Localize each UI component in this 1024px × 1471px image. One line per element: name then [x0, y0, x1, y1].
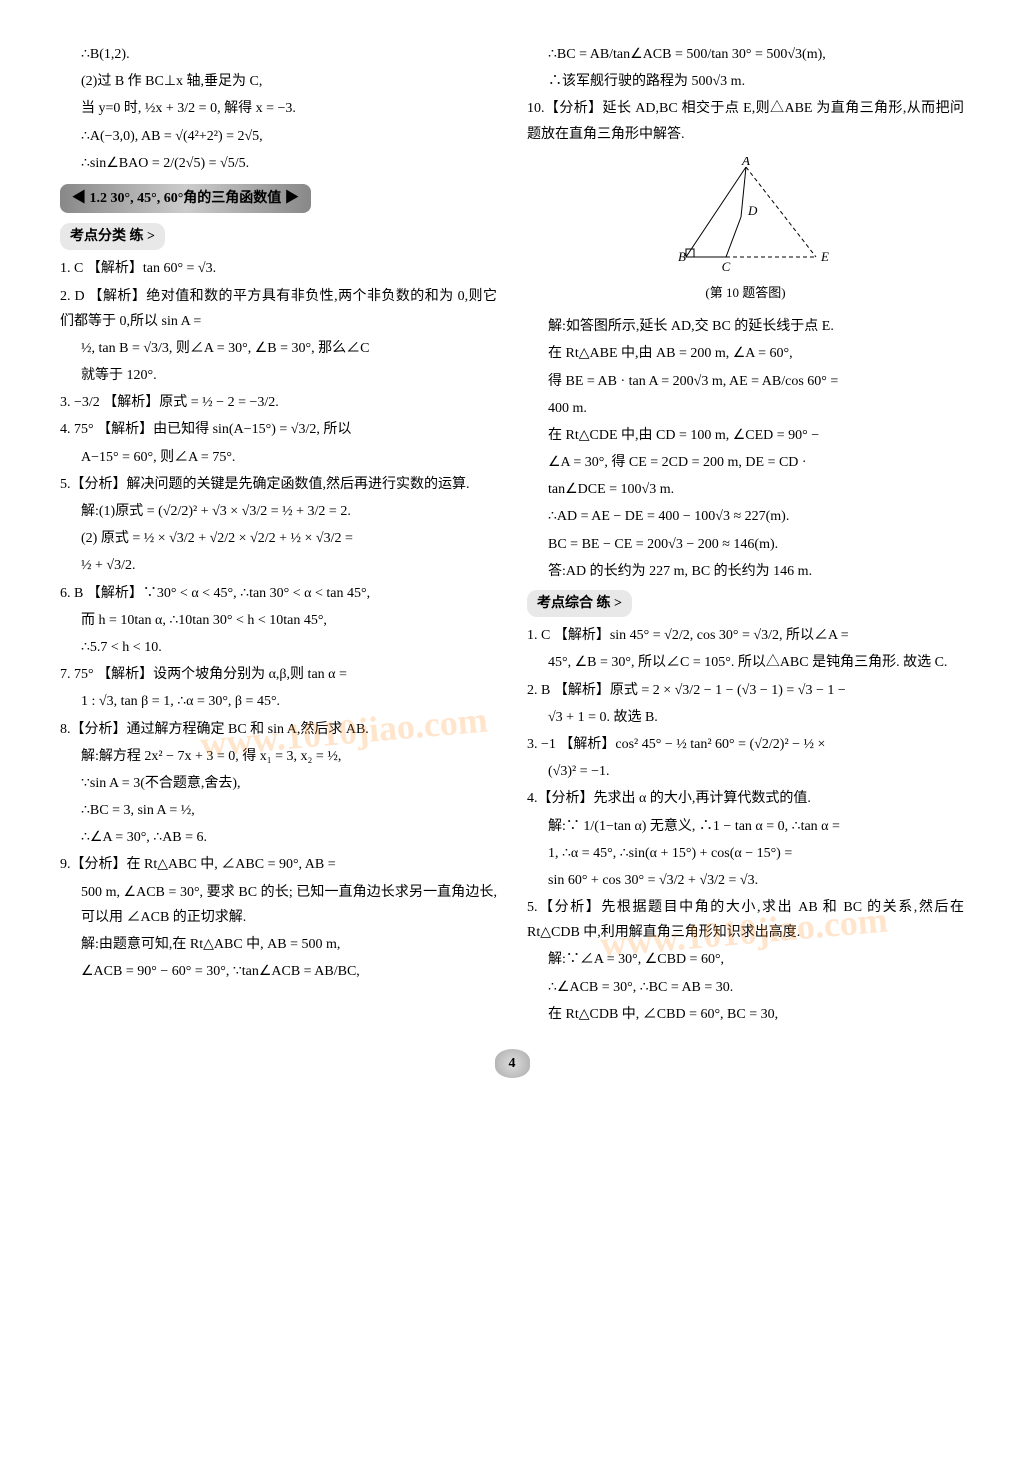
text-line: 500 m, ∠ACB = 30°, 要求 BC 的长; 已知一直角边长求另一直…	[60, 880, 497, 930]
text-line: (2) 原式 = ½ × √3/2 + √2/2 × √2/2 + ½ × √3…	[60, 526, 497, 551]
question-s1: 1. C 【解析】sin 45° = √2/2, cos 30° = √3/2,…	[527, 623, 964, 648]
question-10: 10.【分析】延长 AD,BC 相交于点 E,则△ABE 为直角三角形,从而把问…	[527, 96, 964, 146]
text-line: ∠ACB = 90° − 60° = 30°, ∵tan∠ACB = AB/BC…	[60, 959, 497, 984]
question-s4: 4.【分析】先求出 α 的大小,再计算代数式的值.	[527, 786, 964, 811]
question-9: 9.【分析】在 Rt△ABC 中, ∠ABC = 90°, AB =	[60, 852, 497, 877]
text-line: ∴A(−3,0), AB = √(4²+2²) = 2√5,	[60, 124, 497, 149]
text-line: ∴AD = AE − DE = 400 − 100√3 ≈ 227(m).	[527, 504, 964, 529]
text-line: 在 Rt△ABE 中,由 AB = 200 m, ∠A = 60°,	[527, 341, 964, 366]
text-line: 就等于 120°.	[60, 363, 497, 388]
question-7: 7. 75° 【解析】设两个坡角分别为 α,β,则 tan α =	[60, 662, 497, 687]
text-line: ∴∠A = 30°, ∴AB = 6.	[60, 825, 497, 850]
text-line: 答:AD 的长约为 227 m, BC 的长约为 146 m.	[527, 559, 964, 584]
text-line: ½, tan B = √3/3, 则∠A = 30°, ∠B = 30°, 那么…	[60, 336, 497, 361]
text-line: (2)过 B 作 BC⊥x 轴,垂足为 C,	[60, 69, 497, 94]
text-line: ∴sin∠BAO = 2/(2√5) = √5/5.	[60, 151, 497, 176]
text-line: ∴B(1,2).	[60, 42, 497, 67]
question-5: 5.【分析】解决问题的关键是先确定函数值,然后再进行实数的运算.	[60, 472, 497, 497]
text-line: 400 m.	[527, 396, 964, 421]
text-line: 在 Rt△CDB 中, ∠CBD = 60°, BC = 30,	[527, 1002, 964, 1027]
text-line: ∵sin A = 3(不合题意,舍去),	[60, 771, 497, 796]
sub-header: 考点分类 练 >	[60, 223, 165, 250]
svg-text:B: B	[678, 249, 686, 264]
question-s3: 3. −1 【解析】cos² 45° − ½ tan² 60° = (√2/2)…	[527, 732, 964, 757]
text-line: 解:解方程 2x² − 7x + 3 = 0, 得 x₁ = 3, x₂ = ½…	[60, 744, 497, 769]
text-line: ½ + √3/2.	[60, 553, 497, 578]
text-line: 解:(1)原式 = (√2/2)² + √3 × √3/2 = ½ + 3/2 …	[60, 499, 497, 524]
svg-text:E: E	[820, 249, 829, 264]
text-line: ∴∠ACB = 30°, ∴BC = AB = 30.	[527, 975, 964, 1000]
question-6: 6. B 【解析】∵30° < α < 45°, ∴tan 30° < α < …	[60, 581, 497, 606]
svg-text:D: D	[747, 203, 758, 218]
sub-header: 考点综合 练 >	[527, 590, 632, 617]
text-line: A−15° = 60°, 则∠A = 75°.	[60, 445, 497, 470]
page-content: ∴B(1,2). (2)过 B 作 BC⊥x 轴,垂足为 C, 当 y=0 时,…	[60, 40, 964, 1029]
text-line: ∴5.7 < h < 10.	[60, 635, 497, 660]
text-line: 45°, ∠B = 30°, 所以∠C = 105°. 所以△ABC 是钝角三角…	[527, 650, 964, 675]
text-line: 解:由题意可知,在 Rt△ABC 中, AB = 500 m,	[60, 932, 497, 957]
text-line: 1, ∴α = 45°, ∴sin(α + 15°) + cos(α − 15°…	[527, 841, 964, 866]
text-line: 当 y=0 时, ½x + 3/2 = 0, 解得 x = −3.	[60, 96, 497, 121]
page-number-badge: 4	[495, 1049, 530, 1078]
svg-text:C: C	[721, 259, 730, 274]
question-2: 2. D 【解析】绝对值和数的平方具有非负性,两个非负数的和为 0,则它们都等于…	[60, 284, 497, 334]
text-line: 1 : √3, tan β = 1, ∴α = 30°, β = 45°.	[60, 689, 497, 714]
text-line: tan∠DCE = 100√3 m.	[527, 477, 964, 502]
text-line: 解:如答图所示,延长 AD,交 BC 的延长线于点 E.	[527, 314, 964, 339]
text-line: ∴BC = 3, sin A = ½,	[60, 798, 497, 823]
svg-text:A: A	[741, 157, 750, 168]
text-line: ∴BC = AB/tan∠ACB = 500/tan 30° = 500√3(m…	[527, 42, 964, 67]
question-s5: 5.【分析】先根据题目中角的大小,求出 AB 和 BC 的关系,然后在 Rt△C…	[527, 895, 964, 945]
page-number: 4	[60, 1049, 964, 1078]
text-line: ∠A = 30°, 得 CE = 2CD = 200 m, DE = CD ·	[527, 450, 964, 475]
text-line: 而 h = 10tan α, ∴10tan 30° < h < 10tan 45…	[60, 608, 497, 633]
text-line: BC = BE − CE = 200√3 − 200 ≈ 146(m).	[527, 532, 964, 557]
question-8: 8.【分析】通过解方程确定 BC 和 sin A,然后求 AB.	[60, 717, 497, 742]
text-line: 解:∵∠A = 30°, ∠CBD = 60°,	[527, 947, 964, 972]
text-line: √3 + 1 = 0. 故选 B.	[527, 705, 964, 730]
section-header: ◀ 1.2 30°, 45°, 60°角的三角函数值 ▶	[60, 184, 311, 213]
text-line: (√3)² = −1.	[527, 759, 964, 784]
text-line: 得 BE = AB · tan A = 200√3 m, AE = AB/cos…	[527, 369, 964, 394]
right-column: ∴BC = AB/tan∠ACB = 500/tan 30° = 500√3(m…	[527, 40, 964, 1029]
question-1: 1. C 【解析】tan 60° = √3.	[60, 256, 497, 281]
question-3: 3. −3/2 【解析】原式 = ½ − 2 = −3/2.	[60, 390, 497, 415]
text-line: 在 Rt△CDE 中,由 CD = 100 m, ∠CED = 90° −	[527, 423, 964, 448]
left-column: ∴B(1,2). (2)过 B 作 BC⊥x 轴,垂足为 C, 当 y=0 时,…	[60, 40, 497, 1029]
text-line: ∴该军舰行驶的路程为 500√3 m.	[527, 69, 964, 94]
question-4: 4. 75° 【解析】由已知得 sin(A−15°) = √3/2, 所以	[60, 417, 497, 442]
question-s2: 2. B 【解析】原式 = 2 × √3/2 − 1 − (√3 − 1) = …	[527, 678, 964, 703]
figure-caption: (第 10 题答图)	[527, 281, 964, 304]
figure-10: A B C D E (第 10 题答图)	[527, 157, 964, 304]
text-line: sin 60° + cos 30° = √3/2 + √3/2 = √3.	[527, 868, 964, 893]
text-line: 解:∵ 1/(1−tan α) 无意义, ∴1 − tan α = 0, ∴ta…	[527, 814, 964, 839]
